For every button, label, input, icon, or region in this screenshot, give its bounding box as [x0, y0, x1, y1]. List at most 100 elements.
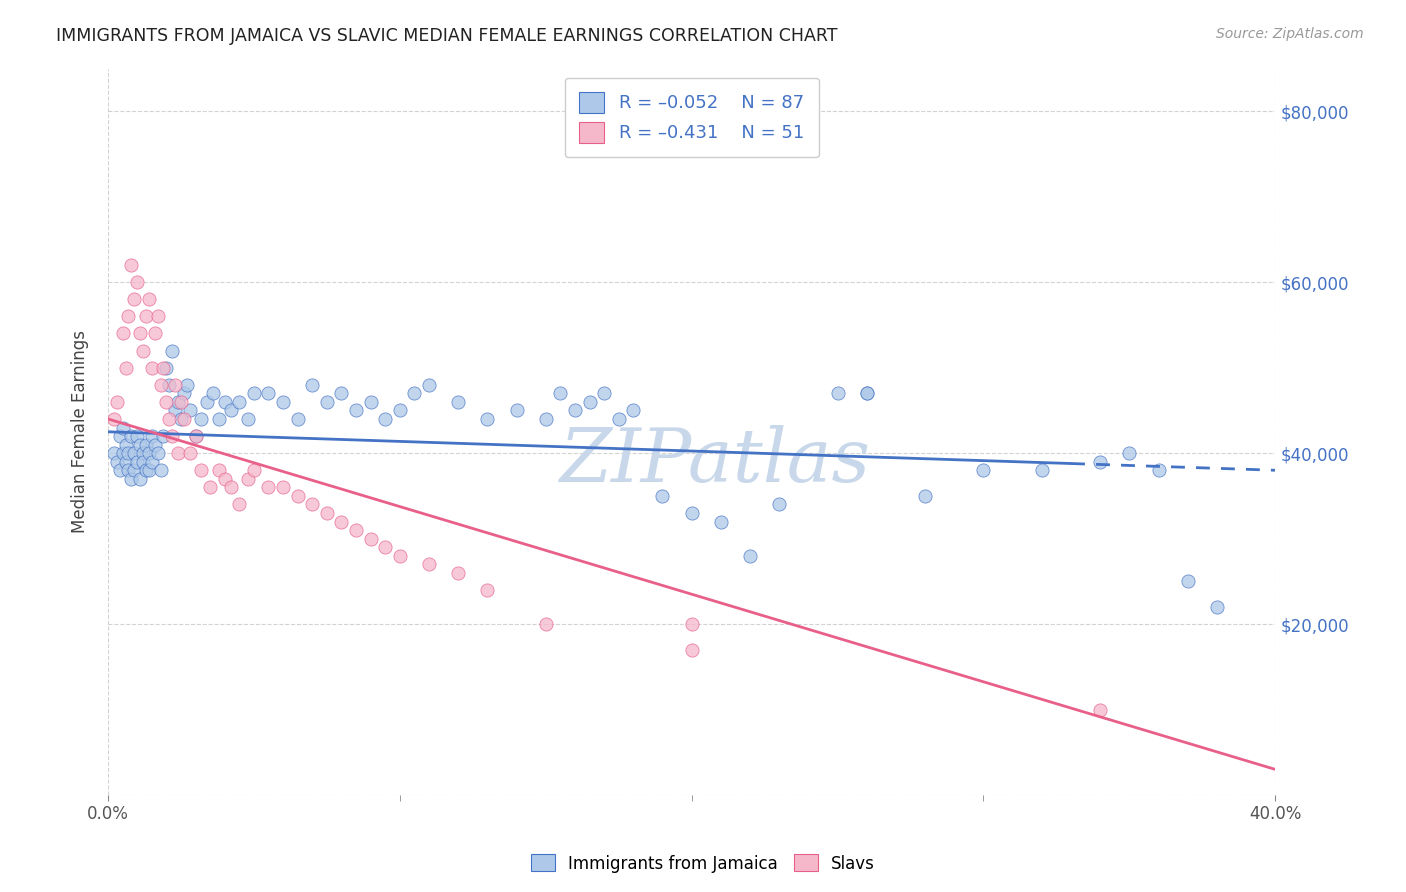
Point — [117, 310, 139, 324]
Point — [132, 455, 155, 469]
Point — [103, 446, 125, 460]
Point — [301, 498, 323, 512]
Point — [477, 412, 499, 426]
Point — [257, 480, 280, 494]
Point — [388, 549, 411, 563]
Point — [344, 403, 367, 417]
Point — [564, 403, 586, 417]
Point — [155, 360, 177, 375]
Legend: R = –0.052    N = 87, R = –0.431    N = 51: R = –0.052 N = 87, R = –0.431 N = 51 — [565, 78, 818, 157]
Point — [165, 403, 187, 417]
Point — [914, 489, 936, 503]
Point — [122, 293, 145, 307]
Point — [135, 463, 157, 477]
Point — [208, 463, 231, 477]
Point — [179, 403, 201, 417]
Point — [534, 412, 557, 426]
Point — [167, 446, 190, 460]
Point — [243, 386, 266, 401]
Point — [135, 310, 157, 324]
Point — [105, 395, 128, 409]
Point — [152, 429, 174, 443]
Point — [236, 412, 259, 426]
Legend: Immigrants from Jamaica, Slavs: Immigrants from Jamaica, Slavs — [524, 847, 882, 880]
Point — [214, 395, 236, 409]
Point — [117, 463, 139, 477]
Point — [477, 582, 499, 597]
Point — [149, 463, 172, 477]
Point — [152, 360, 174, 375]
Point — [330, 386, 353, 401]
Point — [621, 403, 644, 417]
Point — [447, 395, 470, 409]
Point — [208, 412, 231, 426]
Point — [127, 455, 149, 469]
Point — [157, 377, 180, 392]
Point — [146, 310, 169, 324]
Text: IMMIGRANTS FROM JAMAICA VS SLAVIC MEDIAN FEMALE EARNINGS CORRELATION CHART: IMMIGRANTS FROM JAMAICA VS SLAVIC MEDIAN… — [56, 27, 838, 45]
Point — [315, 395, 337, 409]
Point — [143, 326, 166, 341]
Point — [418, 558, 440, 572]
Point — [447, 566, 470, 580]
Point — [149, 377, 172, 392]
Point — [170, 412, 193, 426]
Point — [973, 463, 995, 477]
Point — [534, 617, 557, 632]
Point — [114, 455, 136, 469]
Point — [114, 437, 136, 451]
Point — [271, 480, 294, 494]
Point — [388, 403, 411, 417]
Point — [190, 463, 212, 477]
Point — [287, 489, 309, 503]
Text: ZIPatlas: ZIPatlas — [560, 425, 870, 497]
Point — [360, 395, 382, 409]
Point — [190, 412, 212, 426]
Point — [111, 420, 134, 434]
Point — [108, 463, 131, 477]
Point — [578, 395, 600, 409]
Point — [129, 472, 152, 486]
Point — [179, 446, 201, 460]
Point — [146, 446, 169, 460]
Point — [155, 395, 177, 409]
Point — [111, 326, 134, 341]
Point — [219, 403, 242, 417]
Point — [138, 293, 160, 307]
Point — [184, 429, 207, 443]
Point — [271, 395, 294, 409]
Point — [138, 463, 160, 477]
Point — [108, 429, 131, 443]
Point — [855, 386, 877, 401]
Point — [738, 549, 761, 563]
Point — [141, 360, 163, 375]
Point — [129, 437, 152, 451]
Point — [1206, 600, 1229, 615]
Y-axis label: Median Female Earnings: Median Female Earnings — [72, 330, 89, 533]
Point — [651, 489, 673, 503]
Point — [117, 446, 139, 460]
Text: Source: ZipAtlas.com: Source: ZipAtlas.com — [1216, 27, 1364, 41]
Point — [143, 437, 166, 451]
Point — [173, 412, 195, 426]
Point — [122, 463, 145, 477]
Point — [1090, 455, 1112, 469]
Point — [550, 386, 572, 401]
Point — [132, 446, 155, 460]
Point — [681, 617, 703, 632]
Point — [176, 377, 198, 392]
Point — [127, 275, 149, 289]
Point — [315, 506, 337, 520]
Point — [141, 455, 163, 469]
Point — [214, 472, 236, 486]
Point — [114, 360, 136, 375]
Point — [681, 506, 703, 520]
Point — [127, 429, 149, 443]
Point — [135, 437, 157, 451]
Point — [202, 386, 225, 401]
Point — [165, 377, 187, 392]
Point — [236, 472, 259, 486]
Point — [228, 395, 250, 409]
Point — [374, 540, 396, 554]
Point — [301, 377, 323, 392]
